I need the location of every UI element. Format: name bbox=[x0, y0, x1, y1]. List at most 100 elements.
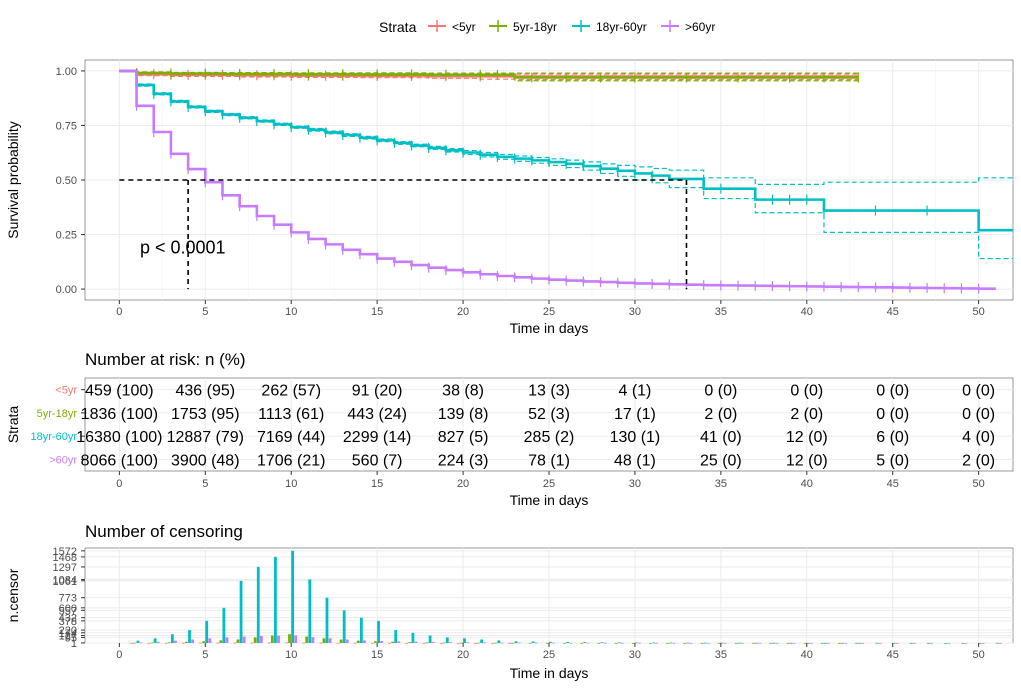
survival-xlabel: Time in days bbox=[510, 320, 589, 336]
survival-xtick-label: 20 bbox=[457, 306, 469, 318]
risk-table-cell: 2 (0) bbox=[962, 452, 995, 469]
censoring-bar bbox=[345, 639, 349, 643]
risk-table-cell: 13 (3) bbox=[528, 383, 570, 400]
survival-xtick-label: 35 bbox=[715, 306, 727, 318]
censoring-bar bbox=[614, 642, 618, 644]
censoring-bar bbox=[277, 635, 280, 643]
risk-table-cell: 52 (3) bbox=[528, 406, 570, 423]
risk-table-cell: 443 (24) bbox=[347, 406, 407, 423]
legend-label: 18yr-60yr bbox=[596, 20, 647, 34]
risk-table-cell: 0 (0) bbox=[962, 406, 995, 423]
censoring-bar bbox=[216, 642, 220, 644]
censoring-bar bbox=[185, 641, 188, 643]
censoring-bar bbox=[477, 642, 480, 644]
risk-table-row-label: 18yr-60yr bbox=[31, 431, 78, 443]
censoring-bar bbox=[147, 642, 151, 644]
censoring-bar bbox=[803, 642, 807, 644]
risk-table-panel: Number at risk: n (%) <5yr 5yr-18yr 18yr-60… bbox=[5, 350, 1014, 508]
censoring-bar bbox=[738, 642, 741, 644]
censoring-bar bbox=[422, 642, 426, 644]
risk-table-xtick-label: 40 bbox=[801, 478, 813, 490]
censoring-bar bbox=[927, 642, 930, 644]
censoring-bar bbox=[285, 642, 288, 644]
risk-table-row-label: >60yr bbox=[49, 454, 77, 466]
censoring-bar bbox=[508, 642, 512, 644]
risk-table-ylabel: Strata bbox=[5, 406, 21, 444]
censoring-ytick-label: 773 bbox=[59, 593, 77, 605]
censoring-bar bbox=[311, 637, 315, 643]
censoring-bar bbox=[336, 642, 340, 644]
risk-table-xtick-label: 25 bbox=[543, 478, 555, 490]
survival-xtick-label: 0 bbox=[116, 306, 122, 318]
risk-table-xtick-label: 35 bbox=[715, 478, 727, 490]
censoring-bar bbox=[239, 580, 243, 643]
legend-label: 5yr-18yr bbox=[513, 20, 557, 34]
censoring-bar bbox=[356, 640, 360, 643]
censoring-bar bbox=[456, 642, 460, 644]
censoring-title: Number of censoring bbox=[85, 522, 243, 541]
censoring-ylabel: n.censor bbox=[5, 568, 21, 622]
censoring-ytick-label: 1468 bbox=[53, 552, 77, 564]
p-value-annotation: p < 0.0001 bbox=[140, 237, 226, 257]
censoring-bar bbox=[961, 642, 965, 644]
censoring-bar bbox=[222, 607, 226, 643]
censoring-xtick-label: 50 bbox=[973, 649, 985, 661]
risk-table-cell: 130 (1) bbox=[610, 429, 661, 446]
risk-table-cell: 436 (95) bbox=[175, 383, 235, 400]
risk-table-cell: 262 (57) bbox=[261, 383, 321, 400]
censoring-bar bbox=[164, 642, 168, 644]
censoring-bar bbox=[912, 642, 916, 644]
censoring-bar bbox=[308, 579, 312, 643]
risk-table-cell: 4 (1) bbox=[618, 383, 651, 400]
risk-table-cell: 17 (1) bbox=[614, 406, 656, 423]
censoring-bar bbox=[638, 642, 641, 644]
censoring-bar bbox=[514, 641, 518, 643]
censoring-bar bbox=[288, 634, 291, 643]
censoring-bar bbox=[425, 642, 429, 644]
censoring-bar bbox=[655, 642, 658, 644]
censoring-bar bbox=[789, 642, 793, 644]
risk-table-cell: 48 (1) bbox=[614, 452, 656, 469]
censoring-bar bbox=[909, 642, 913, 644]
censoring-bar bbox=[600, 642, 604, 644]
censoring-bar bbox=[397, 641, 401, 643]
censoring-ytick-label: 557 bbox=[59, 605, 77, 617]
censoring-bar bbox=[752, 642, 755, 644]
risk-table-cell: 0 (0) bbox=[790, 383, 823, 400]
risk-table-cell: 2299 (14) bbox=[343, 429, 412, 446]
censoring-bar bbox=[649, 642, 652, 644]
censoring-bar bbox=[878, 642, 882, 644]
censoring-bar bbox=[892, 642, 896, 644]
risk-table-cell: 8066 (100) bbox=[81, 452, 158, 469]
risk-table-xtick-label: 50 bbox=[973, 478, 985, 490]
censoring-bar bbox=[133, 642, 137, 644]
censoring-ytick-label: 174 bbox=[59, 628, 77, 640]
censoring-bar bbox=[233, 642, 237, 644]
censoring-bar bbox=[620, 642, 624, 644]
censoring-ytick-label: 378 bbox=[59, 616, 77, 628]
censoring-bar bbox=[380, 640, 384, 643]
risk-table-title: Number at risk: n (%) bbox=[85, 350, 246, 369]
censoring-ytick-label: 1297 bbox=[53, 562, 77, 574]
legend: Strata <5yr 5yr-18yr 18yr-60yr >60yr bbox=[379, 19, 715, 35]
risk-table-cell: 560 (7) bbox=[352, 452, 403, 469]
survival-xtick-label: 30 bbox=[629, 306, 641, 318]
risk-table-xtick-label: 20 bbox=[457, 478, 469, 490]
risk-table-xtick-label: 0 bbox=[116, 478, 122, 490]
risk-table-cell: 41 (0) bbox=[700, 429, 742, 446]
censoring-bar bbox=[820, 642, 824, 644]
censoring-bar bbox=[583, 642, 587, 643]
censoring-ytick-label: 600 bbox=[59, 603, 77, 615]
risk-table-xlabel: Time in days bbox=[510, 492, 589, 508]
risk-table-cell: 0 (0) bbox=[876, 406, 909, 423]
censoring-bar bbox=[294, 635, 298, 643]
risk-table-cell: 12887 (79) bbox=[167, 429, 244, 446]
risk-table-cell: 6 (0) bbox=[876, 429, 909, 446]
censoring-bar bbox=[199, 642, 202, 644]
risk-table-cell: 1706 (21) bbox=[257, 452, 326, 469]
censoring-bar bbox=[700, 642, 704, 644]
censoring-bar bbox=[861, 642, 865, 644]
censoring-bar bbox=[792, 642, 796, 644]
censoring-bar bbox=[517, 642, 521, 644]
